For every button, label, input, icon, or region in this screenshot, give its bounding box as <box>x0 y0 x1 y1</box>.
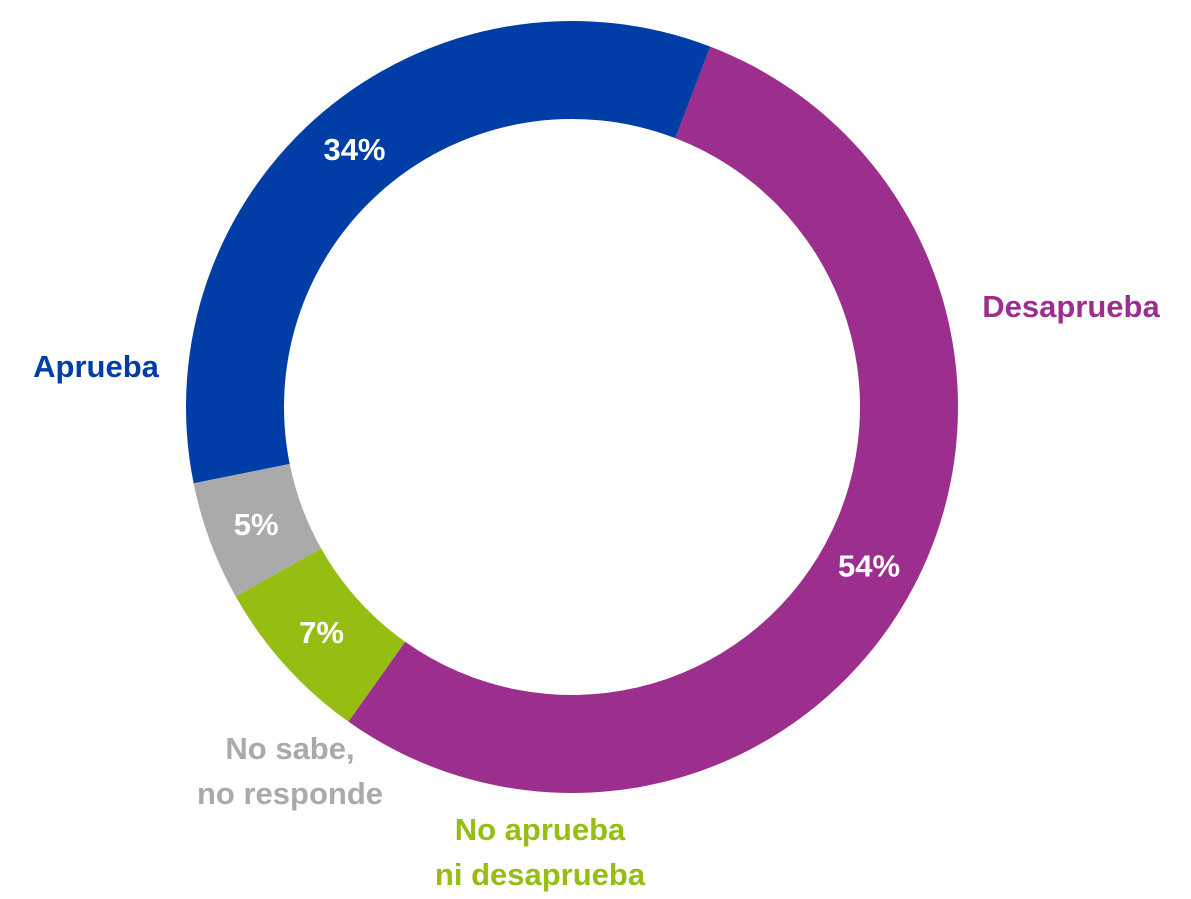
category-label-aprueba: Aprueba <box>33 349 160 384</box>
value-label-desaprueba: 54% <box>838 549 900 584</box>
donut-slices <box>186 20 958 793</box>
value-label-no-aprueba-ni-desaprueba: 7% <box>299 615 344 650</box>
category-label-line: No sabe, <box>225 731 354 766</box>
value-label-aprueba: 34% <box>323 132 385 167</box>
category-label-line: No aprueba <box>455 812 626 847</box>
category-label-line: no responde <box>197 776 383 811</box>
donut-labels: 54% Desaprueba 7% No aprueba ni desaprueba 5%… <box>33 132 1160 892</box>
slice-aprueba <box>186 20 711 484</box>
category-label-desaprueba: Desaprueba <box>982 289 1160 324</box>
category-label-line: ni desaprueba <box>435 857 646 892</box>
slice-no-aprueba-ni-desaprueba <box>235 548 406 722</box>
value-label-no-sabe-no-responde: 5% <box>234 507 279 542</box>
category-label-no-sabe-no-responde: No sabe, no responde <box>197 731 383 811</box>
slice-no-sabe-no-responde <box>193 463 322 597</box>
category-label-line: Desaprueba <box>982 289 1160 324</box>
category-label-line: Aprueba <box>33 349 160 384</box>
category-label-no-aprueba-ni-desaprueba: No aprueba ni desaprueba <box>435 812 646 892</box>
slice-desaprueba <box>348 46 958 793</box>
